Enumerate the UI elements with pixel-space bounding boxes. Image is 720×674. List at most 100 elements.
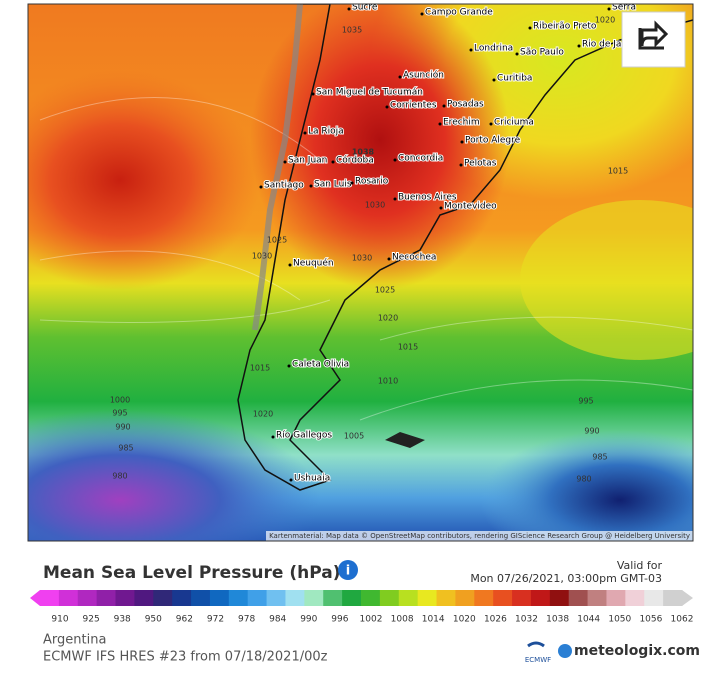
city-label: Criciuma <box>494 118 534 128</box>
isobar-label: 990 <box>584 427 599 436</box>
isobar-label: 1015 <box>398 343 418 352</box>
isobar-label: 1000 <box>110 396 130 405</box>
city-dot <box>393 197 397 201</box>
city-label: San Miguel de Tucumán <box>316 88 423 98</box>
brand-icon <box>558 644 572 658</box>
city-label: Rosario <box>355 177 389 187</box>
colorbar-swatch <box>172 590 192 606</box>
colorbar-label: 1062 <box>671 615 694 625</box>
isobar-label: 1025 <box>375 286 395 295</box>
valid-time: Mon 07/26/2021, 03:00pm GMT-03 <box>470 572 662 585</box>
colorbar-label: 1056 <box>639 615 662 625</box>
colorbar-swatch <box>493 590 513 606</box>
city-dot <box>283 160 287 164</box>
isobar-label: 985 <box>592 453 607 462</box>
city-label: Posadas <box>447 100 484 110</box>
city-dot <box>438 122 442 126</box>
colorbar: 910 925 938 950 962 972 978 984 990 996 1002 1008 10… <box>30 590 693 625</box>
city-dot <box>439 206 443 210</box>
colorbar-swatch <box>530 590 551 606</box>
colorbar-swatch <box>323 590 343 606</box>
city-dot <box>331 160 335 164</box>
isobar-label: 1030 <box>252 252 272 261</box>
city-dot <box>459 163 463 167</box>
city-dot <box>387 257 391 261</box>
colorbar-label: 996 <box>331 615 348 625</box>
colorbar-swatch <box>209 590 230 606</box>
city-label: Buenos Aires <box>398 193 457 203</box>
isobar-label: 1020 <box>595 16 615 25</box>
city-dot <box>309 184 313 188</box>
legend-title: Mean Sea Level Pressure (hPa) <box>43 563 340 583</box>
city-dot <box>347 7 351 11</box>
colorbar-swatch <box>342 590 362 606</box>
model-run: ECMWF IFS HRES #23 from 07/18/2021/00z <box>43 650 328 665</box>
colorbar-label: 962 <box>176 615 193 625</box>
isobar-label: 980 <box>112 472 127 481</box>
colorbar-label: 972 <box>207 615 224 625</box>
city-label: San Juan <box>288 156 327 166</box>
city-label: San Luis <box>314 180 352 190</box>
colorbar-swatch <box>153 590 173 606</box>
colorbar-label: 1050 <box>608 615 631 625</box>
isobar-label: 980 <box>576 475 591 484</box>
colorbar-label: 1044 <box>577 615 600 625</box>
colorbar-label: 1002 <box>360 615 383 625</box>
city-label: Porto Alegre <box>465 136 521 146</box>
city-label: Ushuaia <box>294 474 330 484</box>
isobar-label: 995 <box>112 409 127 418</box>
colorbar-label: 1014 <box>422 615 445 625</box>
city-label: Concordia <box>398 154 443 164</box>
colorbar-swatch <box>455 590 475 606</box>
isobar-label: 985 <box>118 444 133 453</box>
colorbar-swatch <box>228 590 249 606</box>
isobar-label: 1030 <box>365 201 385 210</box>
colorbar-label: 950 <box>145 615 162 625</box>
city-label: Serra <box>612 3 636 13</box>
isobar-label: 1020 <box>253 410 273 419</box>
city-label: São Paulo <box>520 48 564 58</box>
share-button[interactable] <box>621 11 686 68</box>
isobar-label: 1030 <box>352 254 372 263</box>
city-label: Londrina <box>474 44 513 54</box>
city-dot <box>350 181 354 185</box>
colorbar-swatch <box>40 590 60 606</box>
colorbar-swatch <box>512 590 532 606</box>
colorbar-swatch <box>115 590 135 606</box>
colorbar-swatch <box>587 590 607 606</box>
city-dot <box>492 78 496 82</box>
city-dot <box>271 435 275 439</box>
city-label: Montevideo <box>444 202 497 212</box>
colorbar-swatch <box>58 590 79 606</box>
city-dot <box>385 105 389 109</box>
colorbar-swatch <box>625 590 645 606</box>
isobar-label: 1035 <box>342 26 362 35</box>
map: Sucre Campo Grande Ribeirão Preto Serra Lond… <box>28 3 693 541</box>
city-dot <box>311 92 315 96</box>
map-frame <box>27 3 694 542</box>
city-dot <box>489 122 493 126</box>
brand: meteologix.com <box>574 643 700 659</box>
city-label: Río Gallegos <box>276 431 332 441</box>
colorbar-swatch <box>474 590 494 606</box>
city-label: Erechim <box>443 118 480 128</box>
city-dot <box>469 48 473 52</box>
colorbar-swatch <box>549 590 570 606</box>
isobar-label: 1005 <box>344 432 364 441</box>
colorbar-label: 925 <box>83 615 100 625</box>
colorbar-swatch <box>568 590 589 606</box>
city-dot <box>515 52 519 56</box>
city-dot <box>577 44 581 48</box>
colorbar-swatch <box>96 590 117 606</box>
colorbar-label: 990 <box>300 615 317 625</box>
info-icon[interactable]: i <box>338 560 358 580</box>
isobar-label: 990 <box>115 423 130 432</box>
city-dot <box>288 263 292 267</box>
colorbar-swatch <box>191 590 211 606</box>
colorbar-swatch <box>606 590 626 606</box>
isobar-label: 995 <box>578 397 593 406</box>
ecmwf-logo: ECMWF <box>525 656 551 664</box>
city-label: Pelotas <box>464 159 497 169</box>
isobar-label: 1020 <box>378 314 398 323</box>
